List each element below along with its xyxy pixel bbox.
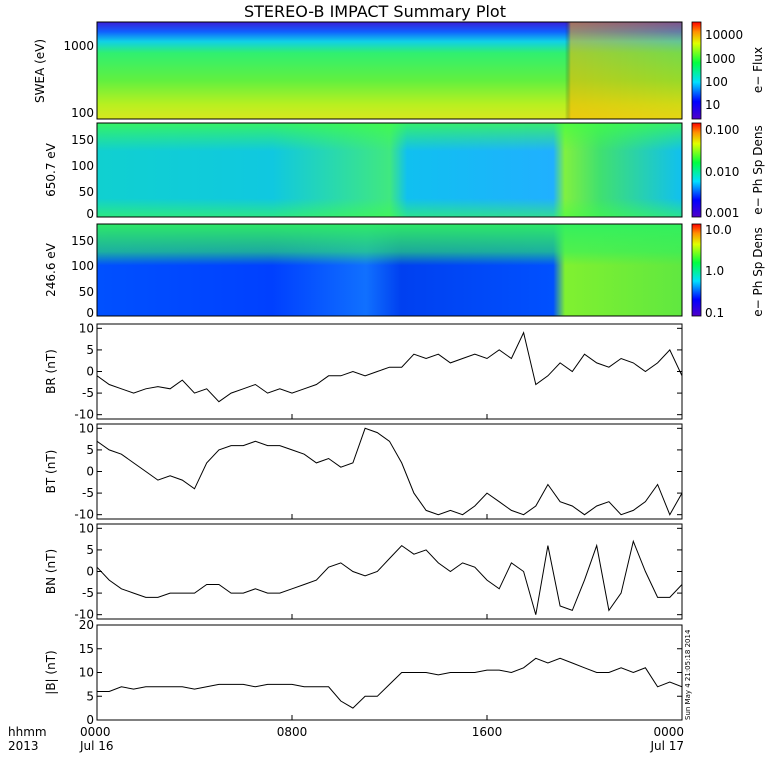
pad246-colorbar [691,223,702,317]
pad650-ytick-0: 0 [86,207,94,221]
pad650-cbar-tick-0100: 0.100 [705,123,739,137]
magnetic-field-panels: 10 5 0 -5 -10 BR (nT) 10 5 0 -5 -10 BT (nT) 10 5 0 -5 -1… [44,321,683,727]
swea-frame [96,21,683,120]
panel-frame [96,323,683,420]
ytick-label: 20 [79,618,94,632]
generation-stamp: Sun May 4 21:05:18 2014 [684,629,692,720]
panel-1: 10 5 0 -5 -10 BT (nT) [44,421,683,522]
pad246-overlay [97,224,682,316]
plot-title: STEREO-B IMPACT Summary Plot [244,2,506,21]
ytick-label: 0 [86,365,94,379]
xtick-label: 0800 [277,725,308,739]
ytick-label: 10 [79,521,94,535]
ytick-label: 5 [86,343,94,357]
ytick-label: -10 [74,608,94,622]
swea-ytick-100: 100 [71,106,94,120]
pad246-frame [96,223,683,317]
panel-frame [96,624,683,721]
ytick-label: 10 [79,666,94,680]
swea-cbar-tick-1000: 1000 [705,52,736,66]
ytick-label: 5 [86,543,94,557]
pad246-cbar-tick-01: 0.1 [705,306,724,320]
xtick-date: Jul 16 [79,739,114,753]
xtick-label: 1600 [472,725,503,739]
series-line-3 [97,657,682,709]
pad650-cbar-tick-0001: 0.001 [705,206,739,220]
ytick-label: 15 [79,642,94,656]
series-line-1 [97,427,682,516]
pad650-cbar-tick-0010: 0.010 [705,165,739,179]
panel-ylabel: BR (nT) [44,349,58,394]
panel-ylabel: BN (nT) [44,549,58,594]
ytick-label: 0 [86,565,94,579]
pad650-ylabel: 650.7 eV [44,142,58,197]
pad246-ytick-50: 50 [79,285,94,299]
swea-cbar-tick-10: 10 [705,98,720,112]
pad246-spectrogram: 246.6 eV 150 100 50 0 10.0 1.0 0.1 e− Ph… [44,223,765,320]
ytick-label: 0 [86,713,94,727]
ytick-label: 5 [86,443,94,457]
ytick-label: -5 [82,586,94,600]
xaxis-label-hhmm: hhmm [8,725,47,739]
swea-cbar-label: e− Flux [751,47,765,93]
panel-frame [96,523,683,620]
pad650-spectrogram: 650.7 eV 150 100 50 0 0.100 0.010 0.001 … [44,122,765,221]
ytick-label: 0 [86,465,94,479]
pad650-ytick-100: 100 [71,159,94,173]
swea-cbar-tick-100: 100 [705,75,728,89]
swea-ytick-1000: 1000 [63,39,94,53]
ytick-label: 5 [86,689,94,703]
series-line-0 [97,331,682,403]
pad650-cbar-label: e− Ph Sp Dens [751,125,765,214]
series-line-2 [97,539,682,615]
swea-spectrogram: SWEA (eV) 1000 100 10000 1000 100 10 e− … [33,21,765,120]
pad650-colorbar [691,122,702,218]
pad650-ytick-150: 150 [71,133,94,147]
xtick-label: 0000 [80,725,111,739]
xtick-date: Jul 17 [649,739,684,753]
swea-overlay [97,22,682,119]
pad246-cbar-label: e− Ph Sp Dens [751,227,765,316]
pad650-frame [96,122,683,218]
panel-0: 10 5 0 -5 -10 BR (nT) [44,321,683,422]
xtick-label: 0000 [653,725,684,739]
ytick-label: 10 [79,321,94,335]
pad246-ytick-100: 100 [71,259,94,273]
panel-ylabel: |B| (nT) [44,650,58,694]
xaxis-label-year: 2013 [8,739,39,753]
pad650-ytick-50: 50 [79,185,94,199]
pad246-ylabel: 246.6 eV [44,242,58,297]
ytick-label: 10 [79,421,94,435]
pad246-ytick-150: 150 [71,234,94,248]
panel-3: 20 15 10 5 0 |B| (nT) [44,618,683,727]
ytick-label: -5 [82,386,94,400]
panel-2: 10 5 0 -5 -10 BN (nT) [44,521,683,622]
pad650-overlay [97,123,682,217]
ytick-label: -10 [74,408,94,422]
swea-ylabel: SWEA (eV) [33,39,47,103]
pad246-cbar-tick-10: 1.0 [705,264,724,278]
ytick-label: -10 [74,508,94,522]
swea-cbar-tick-10000: 10000 [705,28,743,42]
pad246-cbar-tick-100: 10.0 [705,223,732,237]
panel-ylabel: BT (nT) [44,450,58,494]
swea-colorbar [691,21,702,120]
ytick-label: -5 [82,486,94,500]
panel-frame [96,423,683,520]
pad246-ytick-0: 0 [86,306,94,320]
